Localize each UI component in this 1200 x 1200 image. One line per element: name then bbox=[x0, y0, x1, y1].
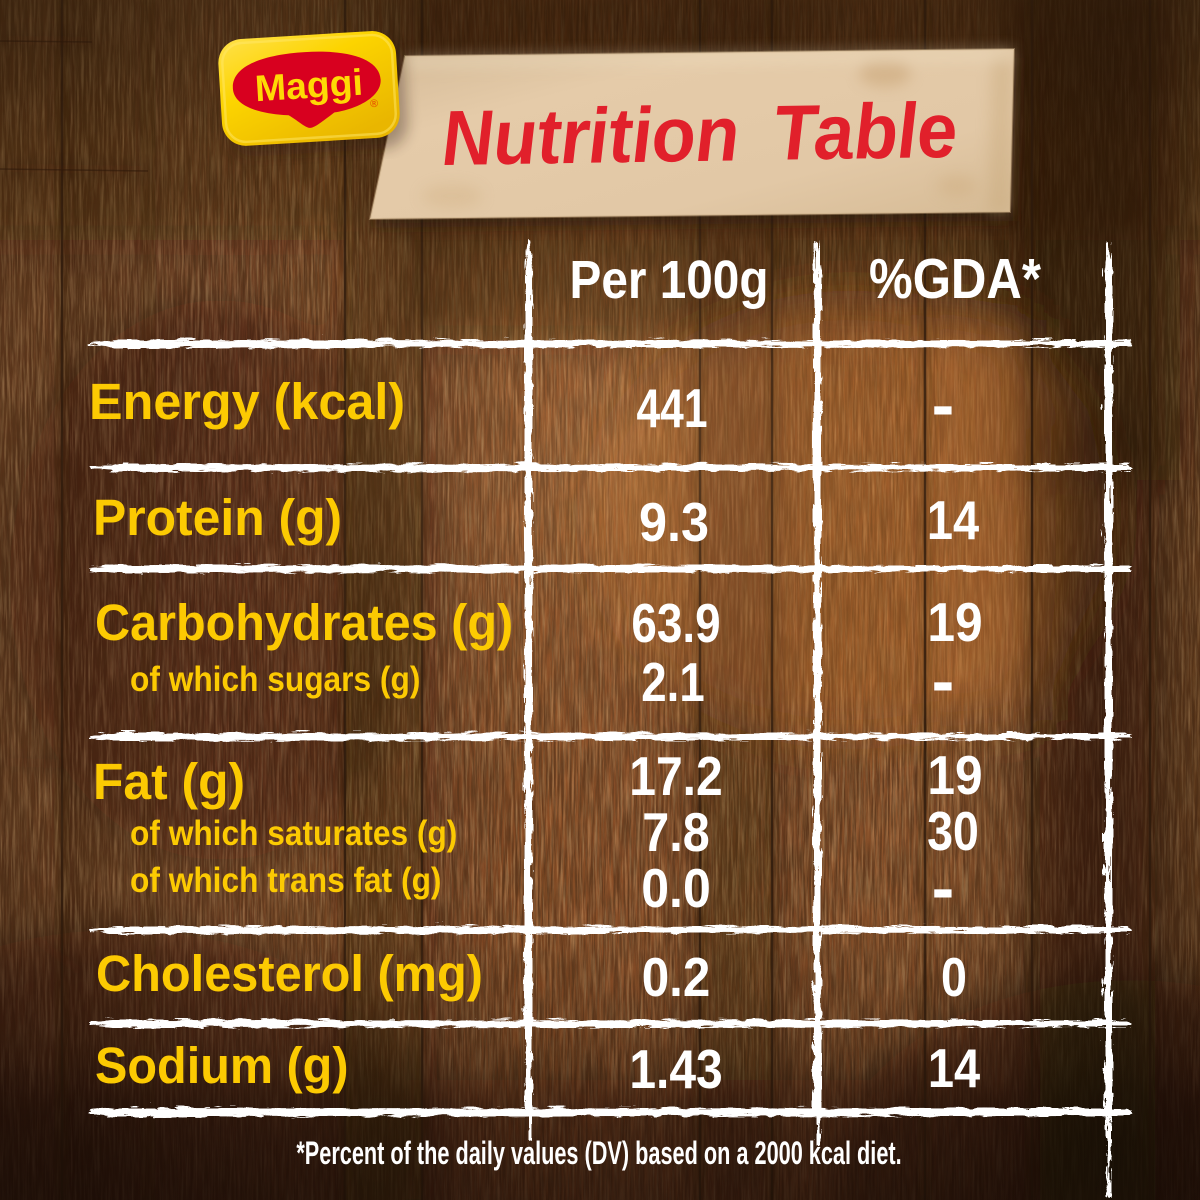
svg-text:Maggi: Maggi bbox=[254, 62, 364, 110]
svg-text:®: ® bbox=[370, 98, 379, 110]
